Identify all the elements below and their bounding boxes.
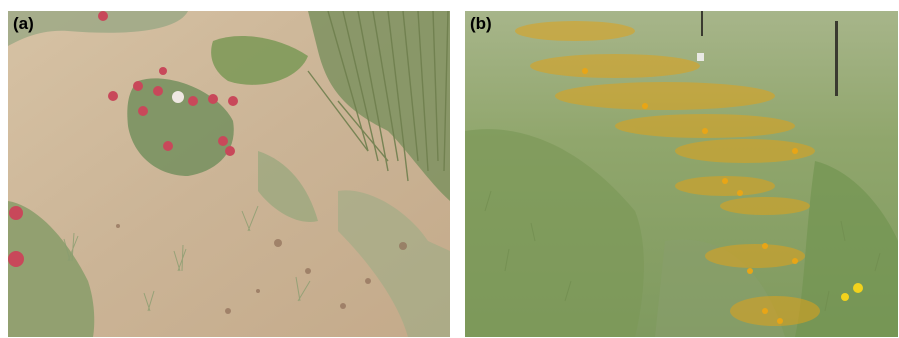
sandy-soil-grassland-photo	[8, 11, 450, 337]
panel-label-a: (a)	[13, 14, 34, 33]
photo-panel-a: (a)	[8, 11, 450, 337]
panel-label-b: (b)	[470, 14, 492, 33]
photo-panel-b: (b)	[465, 11, 898, 337]
grassland-yellow-flowers-photo	[465, 11, 898, 337]
